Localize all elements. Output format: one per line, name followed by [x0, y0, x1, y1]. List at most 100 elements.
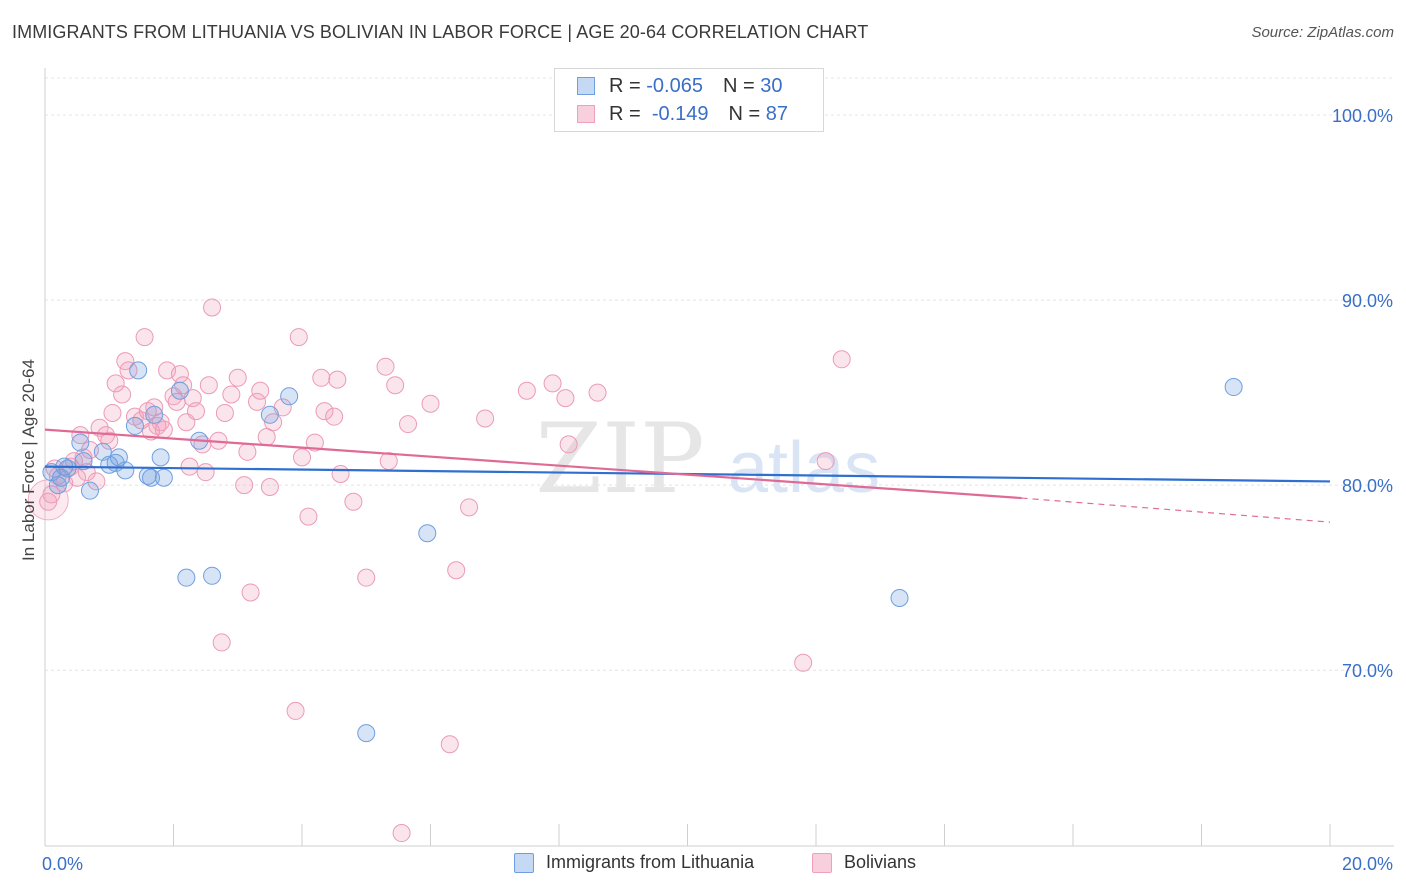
bolivians-point: [145, 398, 164, 417]
lithuania-point: [357, 724, 376, 743]
bolivians-point: [460, 498, 479, 517]
x-tick-label: 0.0%: [42, 854, 83, 874]
bolivians-point: [556, 389, 575, 408]
y-tick-label: 80.0%: [1342, 476, 1393, 496]
bolivians-point: [203, 298, 222, 317]
legend-n-label: N =: [728, 102, 761, 125]
bolivians-point: [794, 653, 813, 672]
bolivians-point: [543, 374, 562, 393]
bolivians-point: [74, 448, 93, 467]
legend-row-bolivians: R = -0.149 N = 87: [577, 102, 788, 126]
bolivians-point: [832, 350, 851, 369]
bolivians-point: [90, 418, 109, 437]
bolivians-point: [476, 409, 495, 428]
bolivians-point: [286, 701, 305, 720]
bolivians-point: [39, 492, 58, 511]
bolivians-point: [293, 448, 311, 467]
bolivians-point: [399, 415, 418, 434]
bolivians-point: [315, 402, 334, 421]
legend-r-value-bolivians: -0.149: [651, 102, 709, 125]
bolivians-point: [251, 381, 270, 400]
bottom-legend-bolivians: Bolivians: [812, 852, 916, 873]
correlation-legend: R = -0.065 N = 30 R = -0.149 N = 87: [554, 68, 824, 132]
trend-line-bolivians-extension: [1021, 497, 1331, 523]
lithuania-point: [48, 476, 67, 495]
bolivians-point: [260, 477, 279, 496]
lithuania-point: [100, 455, 119, 474]
lithuania-point: [74, 452, 93, 471]
lithuania-point: [1224, 378, 1243, 397]
trend-line-bolivians: [44, 428, 1022, 500]
bolivians-point: [299, 507, 318, 526]
grid: [45, 77, 1394, 671]
lithuania-point: [177, 568, 196, 587]
legend-n-value-bolivians: 87: [765, 102, 789, 125]
bolivians-point: [588, 383, 607, 402]
bottom-legend-swatch-bolivians: [812, 852, 832, 873]
y-tick-label: 70.0%: [1342, 661, 1393, 681]
y-tick-label: 100.0%: [1332, 106, 1393, 126]
bolivians-point: [106, 374, 125, 393]
chart-title: IMMIGRANTS FROM LITHUANIA VS BOLIVIAN IN…: [12, 22, 869, 42]
bolivians-point: [64, 452, 83, 471]
lithuania-point: [80, 481, 99, 500]
bottom-legend-label-lithuania: Immigrants from Lithuania: [546, 852, 755, 872]
bolivians-point: [222, 385, 241, 404]
lithuania-point: [151, 448, 170, 467]
lithuania-point: [145, 405, 164, 424]
bolivians-point: [174, 376, 193, 395]
series-bolivians-points: [27, 298, 851, 843]
bolivians-point: [215, 403, 234, 422]
bolivians-point: [196, 463, 215, 482]
bolivians-point: [212, 633, 231, 652]
bolivians-point: [517, 381, 536, 400]
watermark: ZIP atlas: [535, 403, 880, 515]
lithuania-point: [280, 387, 299, 406]
bolivians-point: [238, 442, 257, 461]
lithuania-point: [125, 416, 144, 435]
legend-swatch-bolivians: [577, 105, 595, 123]
bolivians-point: [440, 735, 459, 754]
lithuania-point: [129, 361, 148, 380]
legend-r-value-lithuania: -0.065: [646, 74, 703, 97]
lithuania-point: [142, 468, 161, 487]
lithuania-point: [203, 566, 222, 585]
bolivians-point: [392, 824, 411, 843]
bottom-legend-swatch-lithuania: [514, 852, 534, 873]
bolivians-point: [135, 328, 154, 347]
bolivians-point: [100, 431, 119, 450]
bolivians-point: [235, 476, 254, 495]
lithuania-point: [260, 405, 279, 424]
bolivians-point: [186, 402, 205, 421]
legend-r-label: R =: [609, 102, 641, 125]
bolivians-point: [103, 403, 122, 422]
axes: [44, 68, 1394, 847]
bolivians-point: [199, 376, 218, 395]
bolivians-point: [357, 568, 376, 587]
bolivians-point: [816, 452, 835, 471]
lithuania-point: [58, 459, 77, 478]
bolivians-point: [328, 370, 347, 389]
legend-r-label: R =: [609, 74, 641, 97]
y-tick-label: 90.0%: [1342, 291, 1393, 311]
bolivians-point: [119, 361, 138, 380]
y-axis-label: In Labor Force | Age 20-64: [19, 359, 38, 561]
bolivians-point: [325, 407, 344, 426]
legend-n-value-lithuania: 30: [760, 74, 783, 97]
lithuania-point: [170, 381, 189, 400]
bolivians-point: [87, 472, 106, 491]
bolivians-point: [386, 376, 405, 395]
bolivians-point: [241, 583, 260, 602]
bolivians-point: [305, 433, 324, 452]
bolivians-point: [228, 368, 247, 387]
source-label: Source: ZipAtlas.com: [1251, 24, 1394, 41]
x-tick-label: 20.0%: [1342, 854, 1393, 874]
legend-n-label: N =: [722, 74, 755, 97]
lithuania-point: [418, 524, 437, 543]
bolivians-point: [447, 561, 466, 580]
lithuania-point: [71, 433, 90, 452]
lithuania-point: [116, 461, 135, 480]
bolivians-point: [559, 435, 578, 454]
lithuania-point: [890, 589, 909, 608]
